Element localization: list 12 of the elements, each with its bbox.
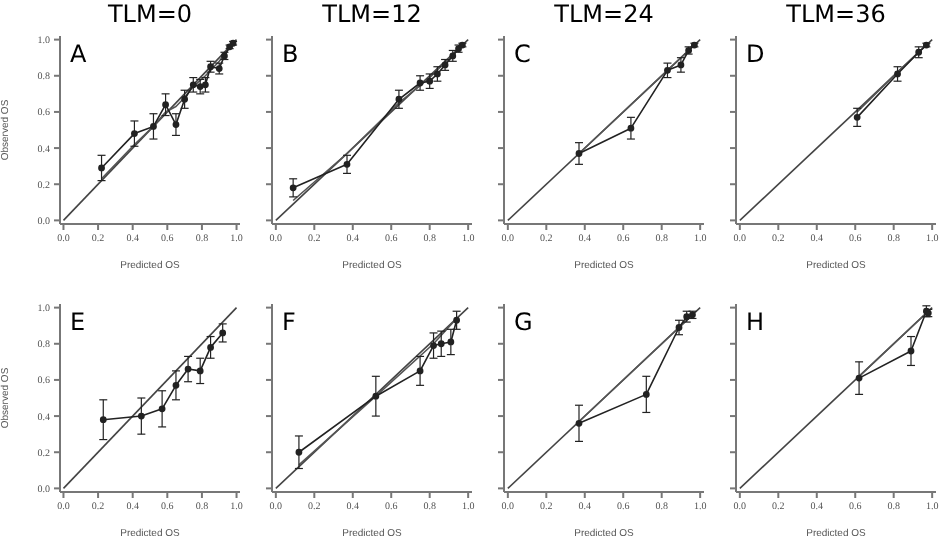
annotation: G — [514, 308, 533, 336]
annotation: B — [282, 40, 299, 68]
chart-title: TLM=24 — [552, 0, 656, 32]
annotation: C — [514, 40, 531, 68]
annotation: E — [70, 308, 86, 336]
annotation: D — [746, 40, 765, 68]
chart-title: TLM=0 — [105, 0, 195, 32]
chart-title: TLM=36 — [784, 0, 888, 32]
annotation: H — [746, 308, 765, 336]
chart-title: TLM=12 — [320, 0, 424, 32]
annotation: F — [282, 308, 296, 336]
annotation: A — [70, 40, 87, 68]
